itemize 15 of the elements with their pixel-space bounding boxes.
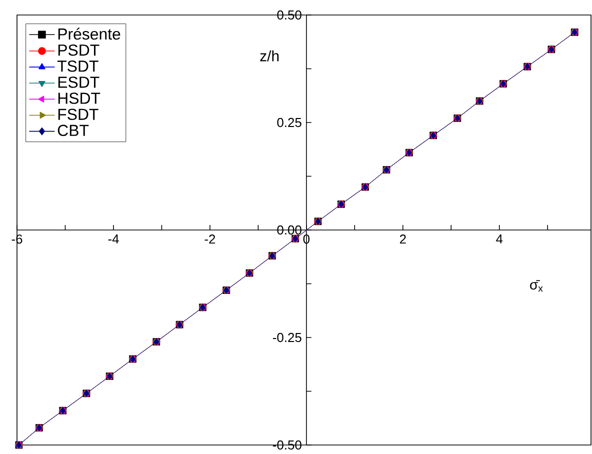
legend-label: PSDT [58,44,100,56]
x-tick-label: -4 [108,234,119,244]
x-tick-label: 2 [400,234,406,244]
x-tick-label: -2 [204,234,216,244]
legend-label: FSDT [58,108,98,120]
y-tick-label: -0.25 [272,332,302,342]
x-axis-title: σ̄$_{x}$ [530,280,543,292]
legend-label: ESDT [58,76,100,88]
legend-label: HSDT [58,92,100,104]
legend-label: CBT [58,124,89,136]
legend-label: Présente [58,28,120,40]
y-tick-label: 0.25 [277,118,302,128]
legend-label: TSDT [57,60,98,72]
x-tick-label: 4 [496,234,503,244]
y-axis-title: z/h [260,50,279,62]
